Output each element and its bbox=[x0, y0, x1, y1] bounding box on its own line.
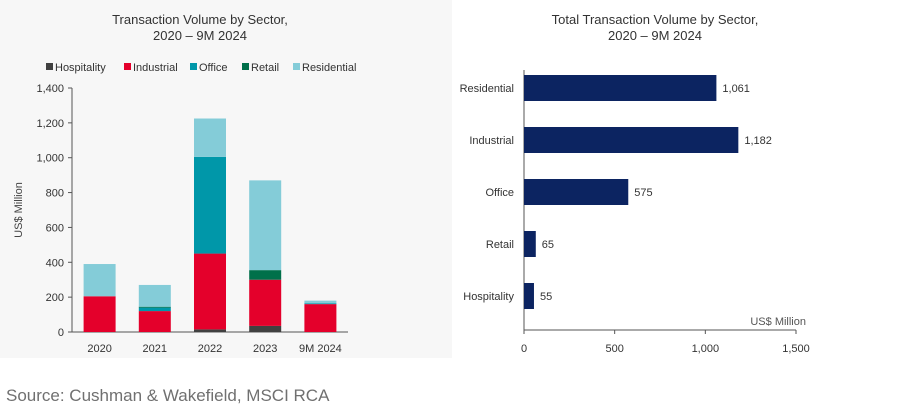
legend-swatch bbox=[190, 63, 197, 70]
bar-segment-residential bbox=[138, 284, 171, 307]
bar-hospitality bbox=[524, 283, 534, 309]
category-label: Office bbox=[485, 187, 514, 199]
chart-subtitle: 2020 – 9M 2024 bbox=[153, 28, 247, 43]
chart-subtitle: 2020 – 9M 2024 bbox=[608, 28, 702, 43]
y-tick-label: 400 bbox=[46, 257, 64, 269]
legend-swatch bbox=[242, 63, 249, 70]
y-tick-label: 600 bbox=[46, 222, 64, 234]
stacked-bar-chart-panel: Transaction Volume by Sector, 2020 – 9M 2… bbox=[0, 0, 452, 358]
bar-segment-residential bbox=[83, 264, 116, 297]
bar-segment-residential bbox=[304, 300, 337, 304]
x-tick-label: 1,500 bbox=[782, 343, 810, 355]
bar-segment-hospitality bbox=[249, 325, 282, 332]
chart-title: Total Transaction Volume by Sector, bbox=[552, 12, 759, 27]
y-tick-label: 1,400 bbox=[36, 83, 64, 95]
bar-residential bbox=[524, 75, 717, 101]
value-label: 1,182 bbox=[744, 135, 772, 147]
x-axis-label: US$ Million bbox=[750, 316, 806, 328]
bar-office bbox=[524, 179, 629, 205]
bar-segment-residential bbox=[194, 118, 226, 157]
x-tick-label: 1,000 bbox=[692, 343, 720, 355]
legend-swatch bbox=[46, 63, 53, 70]
horizontal-bar-chart-panel: Total Transaction Volume by Sector, 2020 … bbox=[460, 0, 903, 358]
value-label: 575 bbox=[634, 187, 652, 199]
y-tick-label: 200 bbox=[46, 292, 64, 304]
chart-title: Transaction Volume by Sector, bbox=[112, 12, 288, 27]
legend-label: Industrial bbox=[133, 62, 178, 74]
y-axis-label: US$ Million bbox=[13, 182, 25, 238]
x-tick-label: 9M 2024 bbox=[299, 343, 342, 355]
bar-segment-office bbox=[138, 307, 171, 312]
category-label: Hospitality bbox=[463, 291, 514, 303]
y-tick-label: 1,000 bbox=[36, 153, 64, 165]
category-label: Retail bbox=[486, 239, 514, 251]
bar-segment-industrial bbox=[249, 279, 282, 326]
bar-segment-industrial bbox=[304, 304, 337, 332]
category-label: Residential bbox=[460, 83, 514, 95]
x-tick-label: 2022 bbox=[198, 343, 222, 355]
x-tick-label: 2023 bbox=[253, 343, 277, 355]
x-tick-label: 2020 bbox=[87, 343, 111, 355]
y-tick-label: 0 bbox=[58, 327, 64, 339]
x-tick-label: 2021 bbox=[143, 343, 167, 355]
legend-label: Retail bbox=[251, 62, 279, 74]
bar-segment-office bbox=[194, 156, 226, 254]
bar-segment-industrial bbox=[83, 296, 116, 332]
bar-segment-retail bbox=[249, 270, 282, 280]
source-note: Source: Cushman & Wakefield, MSCI RCA bbox=[6, 386, 330, 405]
legend-swatch bbox=[293, 63, 300, 70]
y-tick-label: 800 bbox=[46, 188, 64, 200]
legend-label: Office bbox=[199, 62, 228, 74]
value-label: 55 bbox=[540, 291, 552, 303]
value-label: 1,061 bbox=[722, 83, 750, 95]
category-label: Industrial bbox=[469, 135, 514, 147]
value-label: 65 bbox=[542, 239, 554, 251]
x-tick-label: 0 bbox=[521, 343, 527, 355]
legend-label: Hospitality bbox=[55, 62, 106, 74]
bar-segment-retail bbox=[138, 306, 171, 308]
y-tick-label: 1,200 bbox=[36, 118, 64, 130]
bar-industrial bbox=[524, 127, 739, 153]
horizontal-bar-chart: Total Transaction Volume by Sector,2020 … bbox=[460, 12, 810, 355]
x-tick-label: 500 bbox=[605, 343, 623, 355]
stacked-bar-chart: Transaction Volume by Sector,2020 – 9M 2… bbox=[13, 12, 356, 355]
bar-segment-industrial bbox=[194, 253, 226, 330]
bar-segment-hospitality bbox=[194, 329, 226, 332]
legend-label: Residential bbox=[302, 62, 356, 74]
bar-retail bbox=[524, 231, 536, 257]
bar-segment-residential bbox=[249, 180, 282, 271]
bar-segment-industrial bbox=[138, 311, 171, 332]
legend-swatch bbox=[124, 63, 131, 70]
bar-segment-office bbox=[304, 303, 337, 305]
